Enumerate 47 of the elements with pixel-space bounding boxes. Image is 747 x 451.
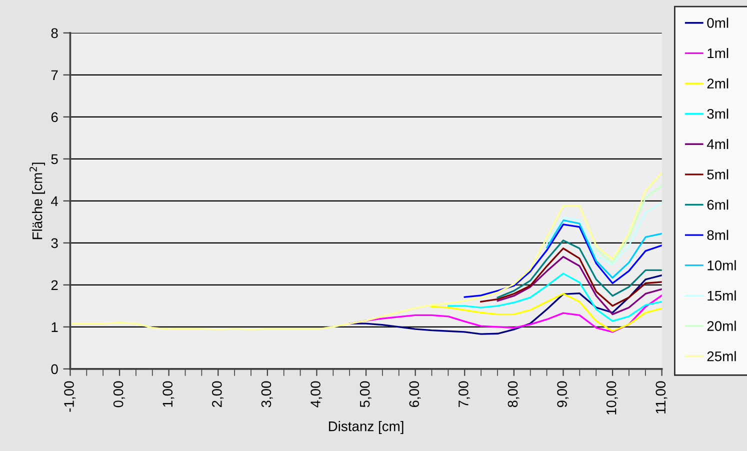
y-tick-label: 5 — [51, 154, 58, 164]
x-tick-label: 6,00 — [409, 381, 421, 408]
line-series — [480, 248, 662, 307]
line-series — [448, 272, 662, 322]
x-tick-label: 3,00 — [261, 381, 273, 408]
legend-label: 1ml — [708, 48, 728, 58]
x-tick-label: -1,00 — [64, 381, 76, 412]
y-tick-label: 0 — [51, 364, 58, 374]
legend-label: 4ml — [706, 138, 728, 149]
x-tick-label: 7,00 — [458, 381, 470, 408]
x-tick-label: 11,00 — [656, 381, 668, 414]
x-tick-label: 0,00 — [113, 381, 125, 408]
x-tick-label: 9,00 — [557, 381, 569, 408]
line-series — [496, 256, 662, 316]
legend-label: 6ml — [707, 200, 728, 210]
line-series — [496, 240, 662, 298]
legend-label: 0ml — [707, 18, 728, 28]
legend-label: 20ml — [707, 320, 736, 331]
y-tick-label: 4 — [51, 196, 58, 206]
legend-label: 3ml — [707, 108, 728, 119]
line-series — [595, 184, 662, 264]
x-axis-title: Distanz [cm] — [328, 421, 404, 434]
legend-label: 15ml — [708, 290, 736, 301]
x-tick-label: 10,00 — [606, 381, 618, 414]
line-series — [464, 224, 662, 298]
x-tick-label: 4,00 — [310, 381, 322, 408]
legend-label: 10ml — [708, 260, 736, 270]
y-tick-label: 7 — [51, 70, 58, 80]
x-tick-label: 5,00 — [360, 381, 372, 408]
y-axis-title: Fläche [cm$^{2}$] — [30, 162, 45, 240]
x-tick-label: 1,00 — [162, 381, 174, 407]
x-tick-label: 8,00 — [508, 381, 520, 408]
legend-label: 2ml — [707, 78, 728, 88]
line-series — [546, 219, 662, 279]
legend-label: 25ml — [707, 351, 736, 362]
y-tick-label: 2 — [51, 280, 58, 290]
legend-label: 5ml — [707, 169, 728, 180]
y-tick-label: 6 — [51, 112, 58, 122]
legend-label: 8ml — [707, 230, 728, 240]
line-series — [70, 172, 662, 330]
y-tick-label: 1 — [52, 322, 58, 332]
x-tick-label: 2,00 — [212, 381, 224, 408]
y-tick-label: 8 — [51, 28, 58, 38]
line-series — [430, 292, 662, 332]
line-series — [348, 274, 662, 335]
y-tick-label: 3 — [51, 238, 58, 248]
line-series — [546, 202, 662, 266]
